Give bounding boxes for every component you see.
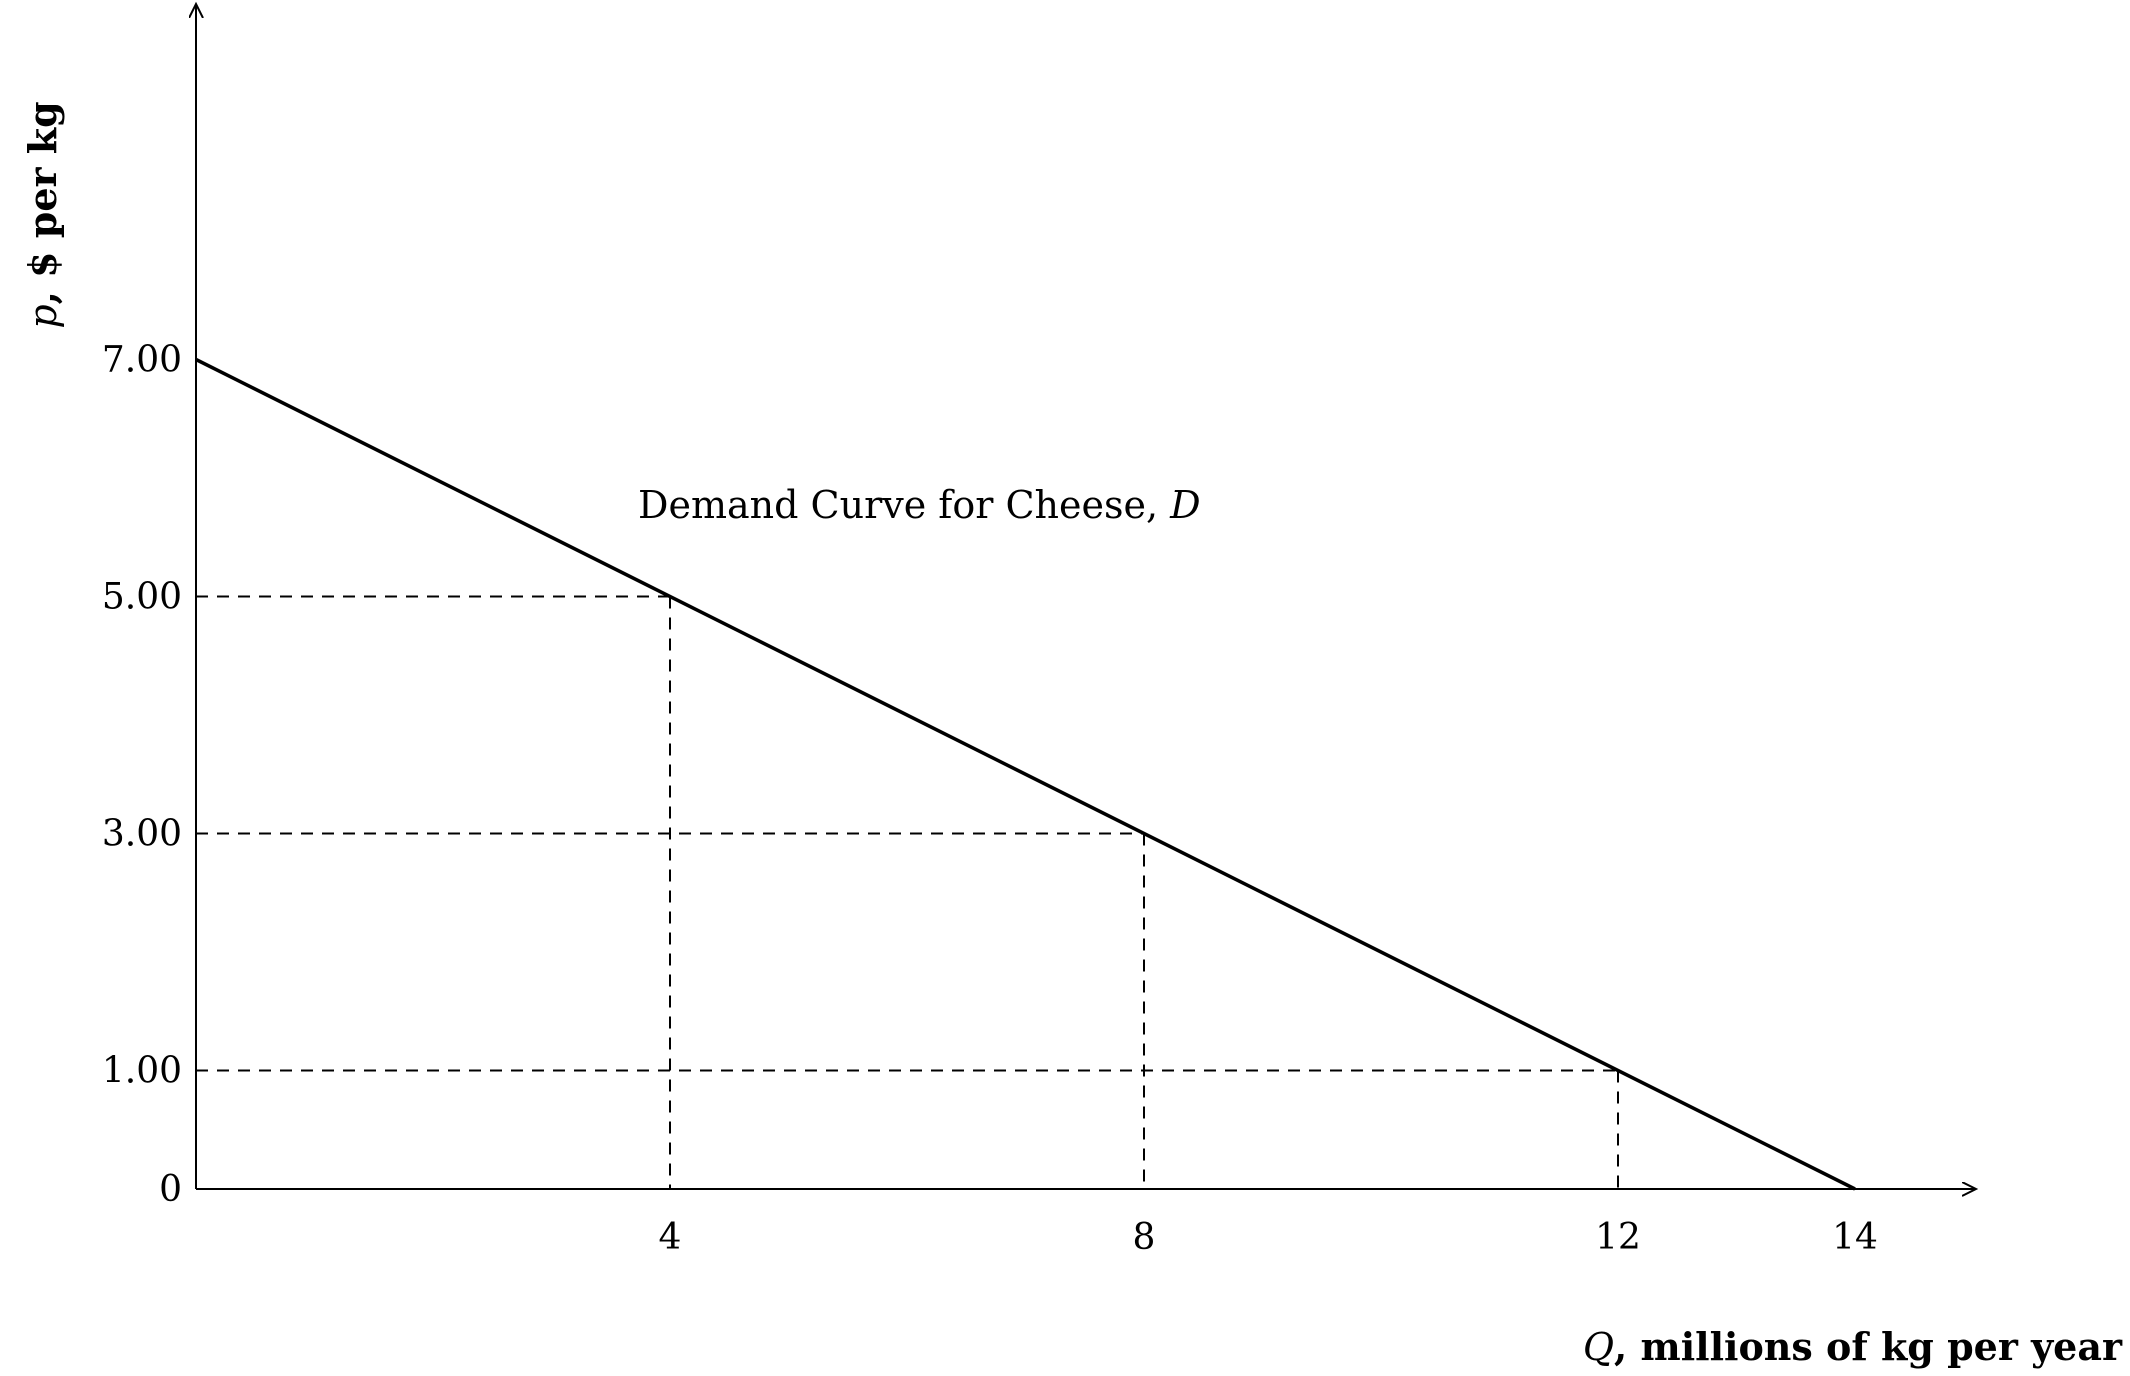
- y-tick-label: 5.00: [102, 577, 182, 618]
- x-tick-label: 8: [1133, 1217, 1156, 1258]
- y-tick-label: 1.00: [102, 1051, 182, 1092]
- dashed-guides: [196, 595, 1619, 1189]
- y-tick-label: 7.00: [102, 340, 182, 381]
- demand-curve-label: Demand Curve for Cheese, D: [638, 483, 1201, 527]
- x-tick-label: 4: [659, 1217, 682, 1258]
- x-tick-labels: 4 8 12 14: [659, 1217, 1878, 1258]
- y-axis-label: p, $ per kg: [20, 101, 65, 328]
- demand-curve-group: [195, 357, 1856, 1191]
- axes: [196, 4, 1976, 1189]
- x-axis-label: Q, millions of kg per year: [1583, 1324, 2123, 1369]
- y-tick-labels: 0 1.00 3.00 5.00 7.00: [102, 340, 182, 1211]
- demand-curve-line: [195, 357, 1856, 1191]
- x-tick-label: 12: [1595, 1217, 1641, 1258]
- x-tick-label: 14: [1832, 1217, 1878, 1258]
- y-tick-label: 3.00: [102, 814, 182, 855]
- y-tick-label: 0: [159, 1169, 182, 1210]
